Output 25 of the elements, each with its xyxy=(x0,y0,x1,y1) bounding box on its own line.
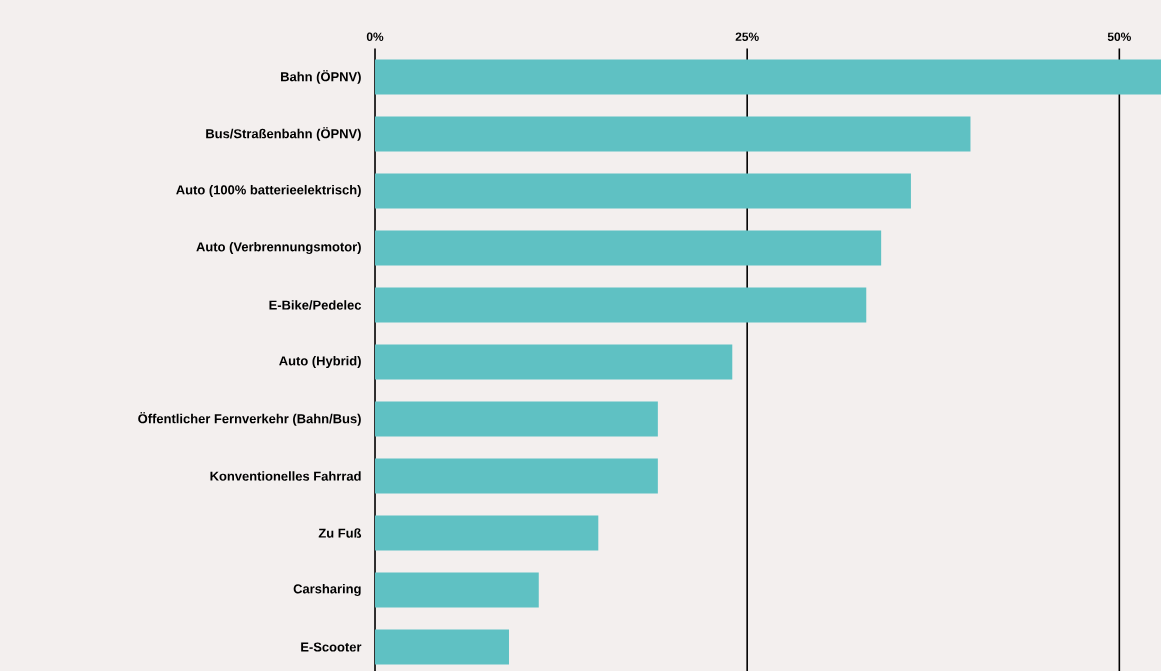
bar xyxy=(375,173,911,209)
bar xyxy=(375,515,599,551)
y-tick-label: Bahn (ÖPNV) xyxy=(281,70,361,84)
y-tick-label: Auto (Hybrid) xyxy=(279,355,361,369)
y-tick-label: Öffentlicher Fernverkehr (Bahn/Bus) xyxy=(138,412,361,426)
y-tick-label: Bus/Straßenbahn (ÖPNV) xyxy=(206,127,361,141)
y-tick-label: Auto (100% batterieelektrisch) xyxy=(176,184,361,198)
bar xyxy=(375,458,658,494)
y-tick-label: E-Bike/Pedelec xyxy=(269,300,362,310)
y-tick-label: Auto (Verbrennungsmotor) xyxy=(196,241,361,255)
bar xyxy=(375,401,658,437)
y-tick-label: Konventionelles Fahrrad xyxy=(210,471,361,481)
bar xyxy=(375,116,971,152)
bar xyxy=(375,629,509,665)
y-tick-label: Zu Fuß xyxy=(318,528,362,538)
bar xyxy=(375,572,539,608)
bar xyxy=(375,230,882,266)
y-tick-label: E-Scooter xyxy=(301,642,362,652)
bar xyxy=(375,344,733,380)
bar xyxy=(375,59,1161,95)
x-tick-label: 0% xyxy=(366,32,384,41)
x-tick-label: 25% xyxy=(735,32,759,41)
y-tick-label: Carsharing xyxy=(293,583,361,597)
x-tick-label: 50% xyxy=(1107,32,1131,41)
bar xyxy=(375,287,867,323)
